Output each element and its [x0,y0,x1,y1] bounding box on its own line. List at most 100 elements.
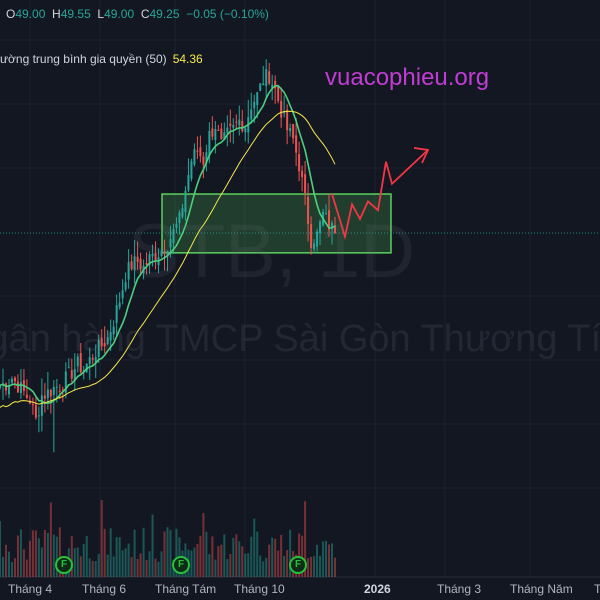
volume-bar [151,514,154,577]
candle-body [46,389,49,399]
volume-bar [100,500,103,577]
volume-bar [19,529,22,577]
volume-bar [40,547,43,577]
volume-bar [205,531,208,577]
candle-body [319,221,322,233]
candle-body [217,129,220,131]
volume-bar [226,559,229,577]
volume-bar [334,557,336,577]
candle-body [139,258,142,270]
volume-bar [79,556,82,577]
event-badge[interactable]: F [55,556,73,574]
candle-body [205,152,208,164]
volume-bar [235,534,238,577]
volume-bar [109,528,112,577]
volume-bar [1,556,4,577]
volume-bar [58,527,61,577]
candle-body [187,175,190,191]
candle-body [268,71,271,84]
volume-bar [46,532,49,577]
event-badge[interactable]: F [289,556,307,574]
volume-bar [106,554,109,577]
volume-bar [220,544,223,577]
candle-body [16,381,19,393]
candle-body [199,147,202,157]
x-tick: Tháng 3 [437,582,482,596]
candle-body [175,223,178,228]
low-label: L [97,7,105,21]
ma-legend[interactable]: ường trung bình gia quyền (50) 54.36 [0,52,203,66]
candle-body [76,356,79,367]
volume-bar [70,536,73,577]
candle-body [190,161,193,179]
candle-body [313,243,316,250]
candle-body [283,111,286,114]
change-value: −0.05 (−0.10%) [186,7,269,21]
volume-bar [160,551,163,577]
candle-body [202,156,205,165]
volume-bar [232,537,235,577]
volume-bar [208,554,211,577]
candle-body [64,371,67,393]
volume-bar [250,536,253,577]
volume-bar [13,558,16,577]
volume-bar [262,561,265,577]
volume-bar [163,531,166,577]
ma-value: 54.36 [172,52,203,66]
candle-body [145,262,148,265]
candle-body [301,170,304,178]
volume-bar [274,538,277,577]
candle-body [70,370,73,379]
volume-bar [49,502,52,577]
candle-body [184,190,187,213]
candle-body [100,337,103,347]
low-value: 49.00 [104,7,135,21]
volume-bar [190,550,193,577]
candle-body [31,404,34,406]
candle-body [277,86,280,102]
volume-bar [121,550,124,577]
event-badge[interactable]: F [172,556,190,574]
candle-body [259,83,262,91]
volume-bar [247,553,250,577]
candle-body [169,238,172,248]
candle-body [220,128,223,140]
time-axis[interactable]: Tháng 4 Tháng 6 Tháng Tám Tháng 10 2026 … [0,577,600,600]
candle-body [241,120,244,132]
volume-bar [154,558,157,577]
candle-body [253,101,256,109]
ma-50-line [0,110,336,408]
volume-bar [82,544,85,577]
volume-bar [145,560,148,577]
arrow-head [413,147,430,164]
candle-body [19,382,22,394]
candle-body [316,231,319,247]
candle-body [133,256,136,271]
volume-bar [127,543,130,577]
candle-body [334,225,336,233]
high-value: 49.55 [60,7,91,21]
volume-bar [223,534,226,577]
volume-bar [307,557,310,577]
candle-body [229,123,232,126]
x-tick: Tháng 6 [82,582,127,596]
high-label: H [52,7,61,21]
volume-bar [277,550,280,577]
candle-body [115,305,118,323]
candle-body [67,367,70,369]
volume-bar [271,537,274,577]
volume-bar [217,546,220,577]
candle-body [79,353,82,373]
candle-body [235,121,238,123]
candle-body [244,128,247,133]
candle-body [94,357,97,363]
candle-body [208,130,211,156]
volume-bar [124,548,127,577]
candle-body [286,109,289,131]
volume-bar [52,534,55,577]
volume-bar [259,555,262,577]
volume-bar [241,546,244,577]
volume-bar [103,528,106,577]
